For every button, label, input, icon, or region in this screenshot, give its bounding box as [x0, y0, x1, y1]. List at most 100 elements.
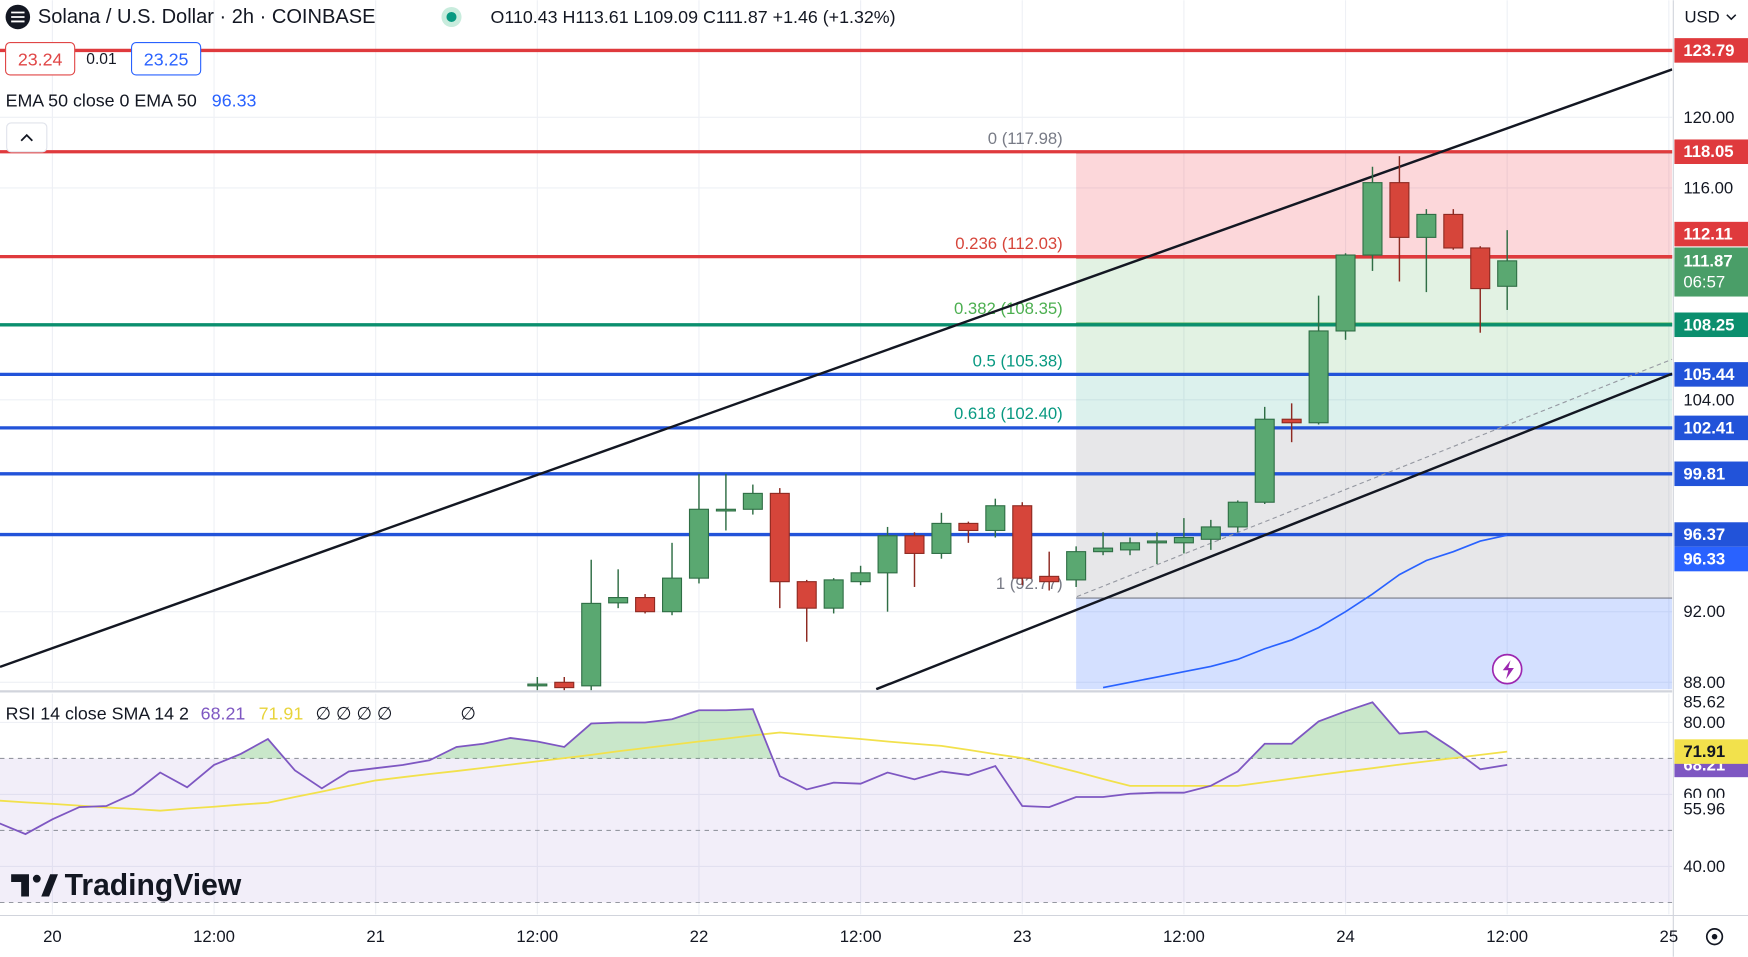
y-tick-label: 116.00	[1683, 178, 1733, 197]
ema-line	[1102, 534, 1508, 689]
fib-label: 0.382 (108.35)	[954, 299, 1063, 318]
y-tick-label: 40.00	[1683, 857, 1725, 876]
y-tick-label: 104.00	[1683, 390, 1734, 409]
ohlc: O110.43 H113.61 L109.09 C111.87 +1.46 (+…	[491, 7, 896, 27]
bid: 23.24	[18, 49, 63, 69]
symbol-title: Solana / U.S. Dollar · 2h · COINBASE	[38, 6, 376, 28]
candle-body	[1200, 526, 1221, 540]
value-tag-label: 71.91	[1683, 742, 1725, 761]
fib-label: 0.618 (102.40)	[954, 404, 1063, 423]
level-tag	[1674, 415, 1748, 441]
y-tick-label: 92.00	[1683, 602, 1725, 621]
level-tag	[1674, 522, 1748, 547]
spread: 0.01	[86, 51, 116, 68]
level-tag	[1674, 139, 1748, 165]
candle-body	[931, 522, 952, 554]
candle-body	[1066, 551, 1087, 581]
x-tick-label: 23	[1013, 927, 1032, 946]
x-tick-label: 20	[43, 927, 62, 946]
level-tag	[1674, 362, 1748, 387]
rsi-legend-value: 68.21	[201, 704, 246, 724]
countdown: 06:57	[1683, 273, 1725, 292]
candle-body	[1389, 182, 1410, 238]
candle-body	[1335, 254, 1356, 332]
rsi-line	[0, 701, 1508, 836]
candle-body	[1093, 547, 1114, 553]
ema-legend-value: 96.33	[212, 91, 257, 111]
level-tag	[1674, 38, 1748, 63]
candle-body	[1443, 213, 1464, 249]
candle-body	[796, 581, 817, 609]
settings-icon-dot[interactable]	[1711, 933, 1718, 940]
level-tag	[1674, 312, 1748, 338]
x-tick-label: 12:00	[193, 927, 235, 946]
bid-box[interactable]	[5, 42, 76, 76]
candle-body	[1281, 418, 1302, 424]
candle-body	[608, 597, 629, 604]
ask: 23.25	[144, 49, 189, 69]
candle-body	[527, 683, 548, 687]
value-tag	[1674, 739, 1748, 764]
fib-band	[1076, 428, 1673, 599]
candle-body	[823, 579, 844, 609]
candle-body	[661, 577, 683, 613]
symbol-icon-lines	[11, 11, 25, 23]
candle-body	[1227, 501, 1248, 528]
collapse-button[interactable]	[6, 122, 48, 153]
candle-body	[1119, 542, 1141, 551]
level-tag	[1674, 221, 1748, 247]
candle-body	[958, 522, 979, 532]
levels	[0, 48, 1673, 537]
candle-body	[715, 508, 736, 512]
x-tick-label: 12:00	[516, 927, 558, 946]
fib-band	[1076, 375, 1673, 429]
candle-body	[742, 492, 763, 510]
logo-text: TradingView	[65, 869, 242, 902]
candle-body	[1362, 182, 1383, 256]
currency[interactable]: USD	[1684, 7, 1719, 26]
last-price: 111.87	[1683, 251, 1732, 270]
y-tick-label: 80.00	[1683, 713, 1725, 732]
candle-body	[1416, 213, 1437, 238]
settings-icon[interactable]	[1705, 928, 1724, 946]
last-price-tag	[1674, 247, 1748, 297]
rsi-pane	[0, 701, 1673, 904]
candle-body	[554, 681, 575, 689]
rsi-legend-extra: ∅ ∅ ∅ ∅	[315, 704, 392, 724]
channel-lower	[875, 372, 1673, 691]
currency-chevron[interactable]	[1726, 14, 1737, 21]
candle-body	[904, 535, 925, 554]
rsi-legend: RSI 14 close SMA 14 2	[6, 704, 189, 724]
level-tag-label: 96.37	[1683, 525, 1725, 544]
ema-tag	[1674, 546, 1748, 572]
sma-legend-value: 71.91	[259, 704, 304, 724]
marker-box	[1675, 797, 1747, 821]
fib-band	[1076, 323, 1673, 376]
logo-mark	[32, 874, 41, 883]
ema-tag-label: 96.33	[1683, 550, 1725, 569]
candle-body	[1254, 418, 1275, 503]
candle-body	[688, 508, 710, 579]
candle-body	[769, 492, 790, 583]
ask-box[interactable]	[130, 42, 202, 76]
level-tag-label: 123.79	[1683, 41, 1734, 60]
marker-label: 55.96	[1683, 800, 1725, 819]
x-tick-label: 12:00	[1486, 927, 1528, 946]
rsi-legend-extra: ∅	[460, 704, 476, 724]
candle-body	[850, 572, 871, 583]
candle-body	[581, 602, 602, 687]
candle-body	[1012, 505, 1033, 579]
level-tag-label: 105.44	[1683, 365, 1735, 384]
x-tick-label: 25	[1660, 927, 1679, 946]
candle-body	[1173, 536, 1194, 544]
marker-box	[1675, 691, 1747, 714]
collapse-chevron[interactable]	[20, 133, 33, 142]
logo-mark	[11, 874, 29, 897]
price-pane	[527, 156, 1518, 691]
candle-body	[1497, 260, 1518, 287]
y-tick-label: 88.00	[1683, 673, 1725, 692]
rsi-line	[0, 731, 1508, 812]
x-tick-label: 12:00	[840, 927, 882, 946]
alert-bolt[interactable]	[1502, 660, 1514, 680]
level-tag-label: 118.05	[1683, 142, 1733, 161]
